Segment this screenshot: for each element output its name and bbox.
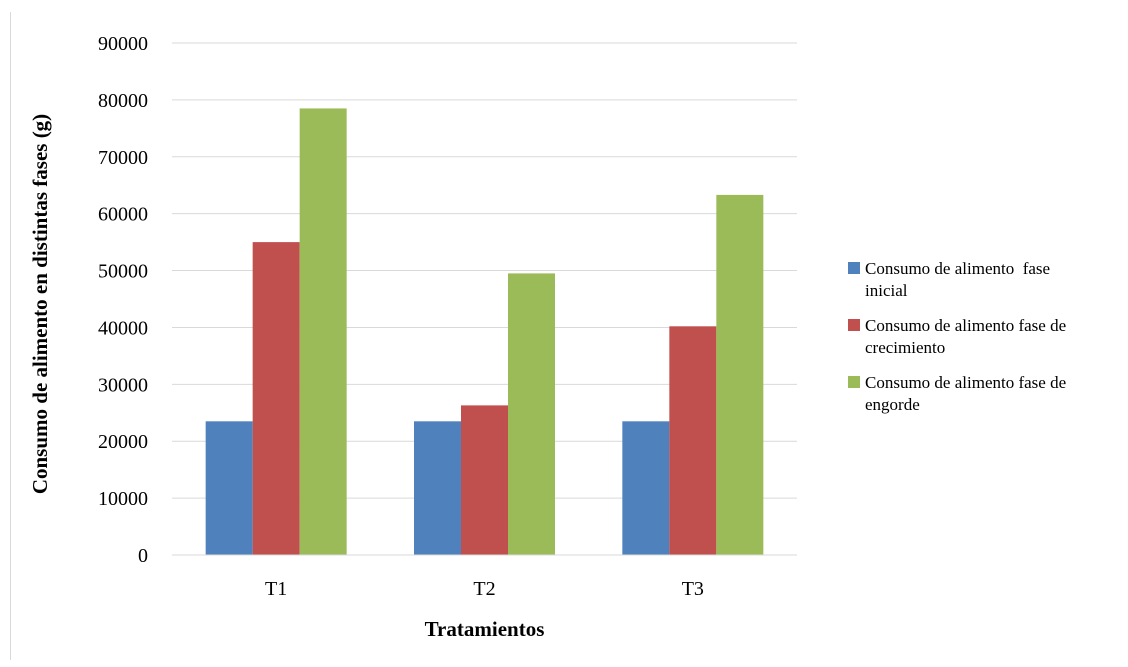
legend-label: Consumo de alimento fase de xyxy=(865,373,1066,392)
y-tick-label: 70000 xyxy=(98,147,148,169)
y-tick-label: 10000 xyxy=(98,488,148,510)
x-tick-label: T3 xyxy=(682,578,704,600)
bar xyxy=(508,273,555,555)
y-tick-label: 20000 xyxy=(98,431,148,453)
legend: Consumo de alimento fase inicial Consumo d… xyxy=(848,259,1066,414)
y-tick-label: 40000 xyxy=(98,317,148,339)
bars xyxy=(205,108,764,556)
left-border-line xyxy=(10,12,11,660)
y-tick-label: 50000 xyxy=(98,261,148,283)
x-tick-label: T2 xyxy=(473,578,495,600)
bar xyxy=(205,421,253,555)
x-tick-label: T1 xyxy=(265,578,287,600)
legend-label: inicial xyxy=(865,281,908,300)
x-axis-tick-labels: T1 T2 T3 xyxy=(265,578,704,600)
x-axis-title: Tratamientos xyxy=(425,617,545,641)
legend-swatch xyxy=(848,376,860,388)
y-tick-label: 0 xyxy=(138,545,148,567)
legend-swatch xyxy=(848,262,860,274)
legend-label: Consumo de alimento fase de xyxy=(865,316,1066,335)
y-axis-title: Consumo de alimento en distintas fases (… xyxy=(28,114,52,494)
y-tick-label: 30000 xyxy=(98,374,148,396)
legend-label: crecimiento xyxy=(865,338,945,357)
legend-swatch xyxy=(848,319,860,331)
legend-label: Consumo de alimento fase xyxy=(865,259,1050,278)
y-tick-label: 80000 xyxy=(98,90,148,112)
y-tick-label: 60000 xyxy=(98,204,148,226)
bar xyxy=(716,194,764,556)
bar xyxy=(461,405,508,555)
bar xyxy=(414,421,461,555)
y-tick-label: 90000 xyxy=(98,33,148,55)
bar xyxy=(299,108,347,555)
bar xyxy=(669,326,717,555)
legend-label: engorde xyxy=(865,395,920,414)
bar xyxy=(252,242,300,555)
y-axis-tick-labels: 0 10000 20000 30000 40000 50000 60000 70000 8000… xyxy=(98,33,148,567)
bar xyxy=(622,421,670,555)
